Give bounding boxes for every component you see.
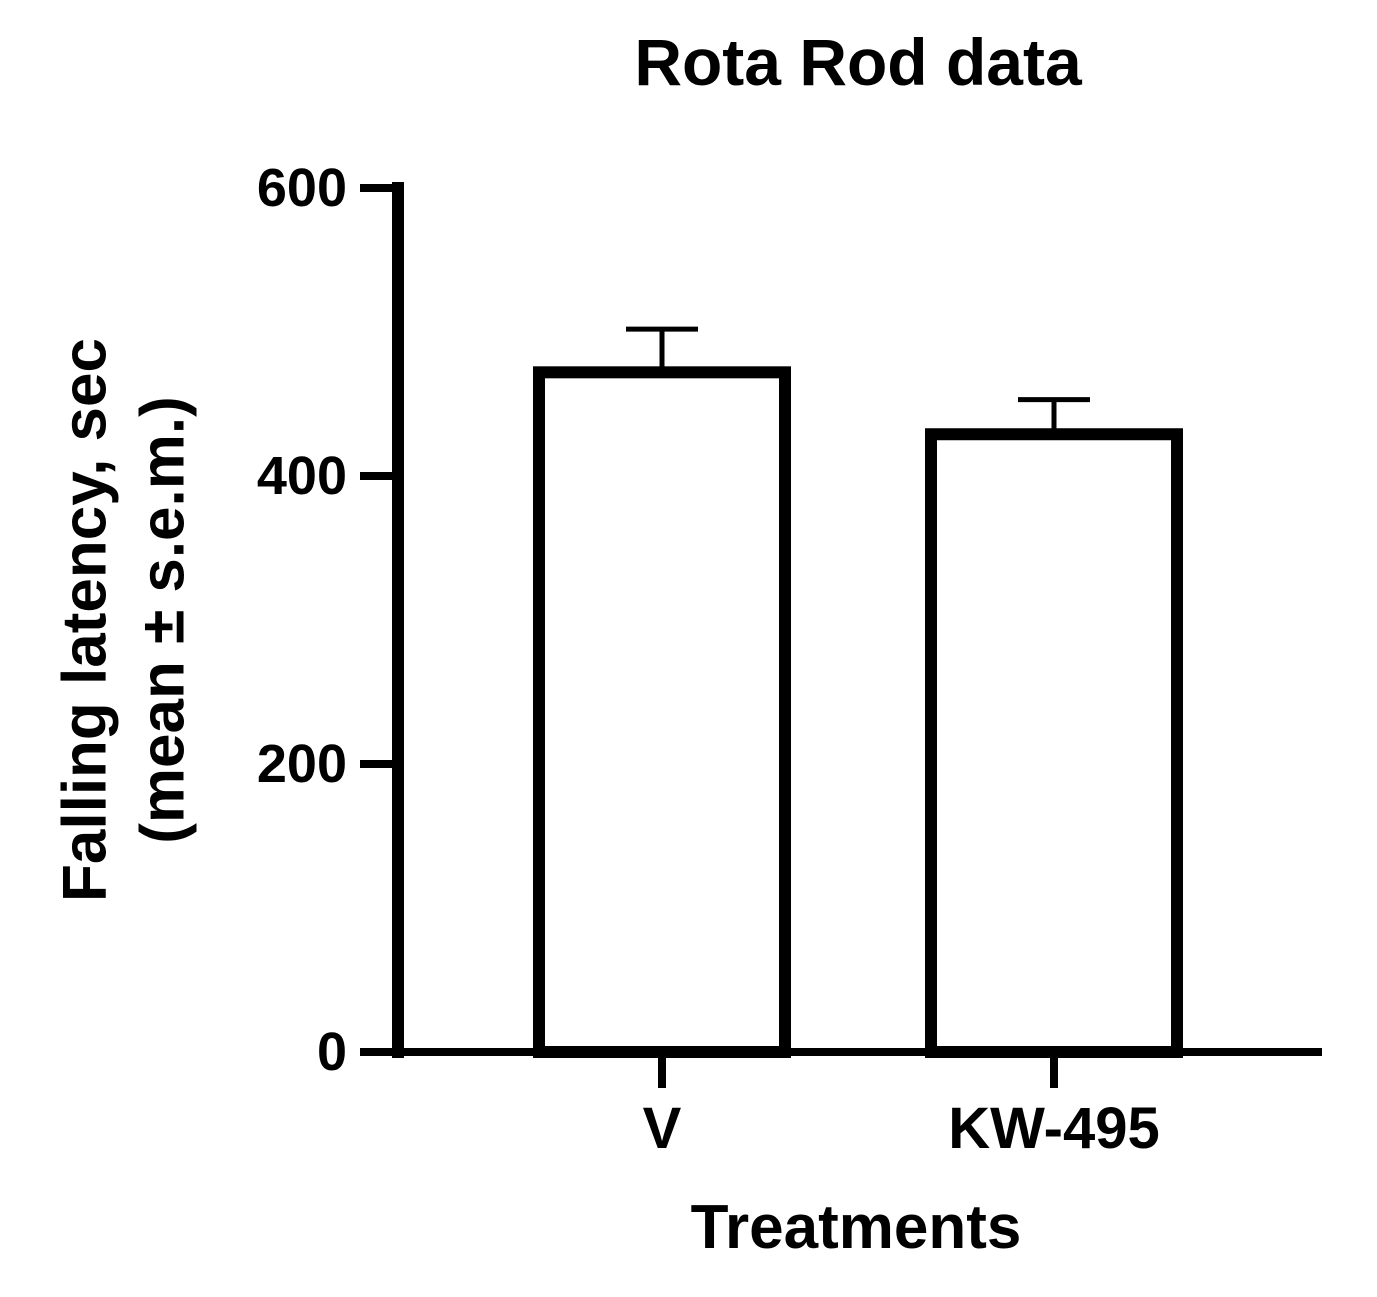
y-axis-label-line-2: (mean ± s.e.m.) [129, 396, 198, 844]
bar-kw-495 [925, 428, 1183, 1058]
y-axis-label-line-1: Falling latency, sec [51, 338, 120, 902]
chart-title: Rota Rod data [634, 25, 1083, 99]
y-tick-label: 600 [257, 158, 347, 218]
y-axis-label: Falling latency, sec (mean ± s.e.m.) [51, 338, 198, 902]
y-tick-label: 200 [257, 734, 347, 794]
x-axis-label: Treatments [691, 1193, 1022, 1262]
y-tick-label: 400 [257, 446, 347, 506]
y-tick-label: 0 [317, 1022, 347, 1082]
x-tick-label: V [643, 1096, 682, 1161]
bar-v [533, 366, 791, 1058]
x-tick-label: KW-495 [948, 1096, 1160, 1161]
plot-area: V KW-495 0 200 400 600 [257, 158, 1322, 1161]
